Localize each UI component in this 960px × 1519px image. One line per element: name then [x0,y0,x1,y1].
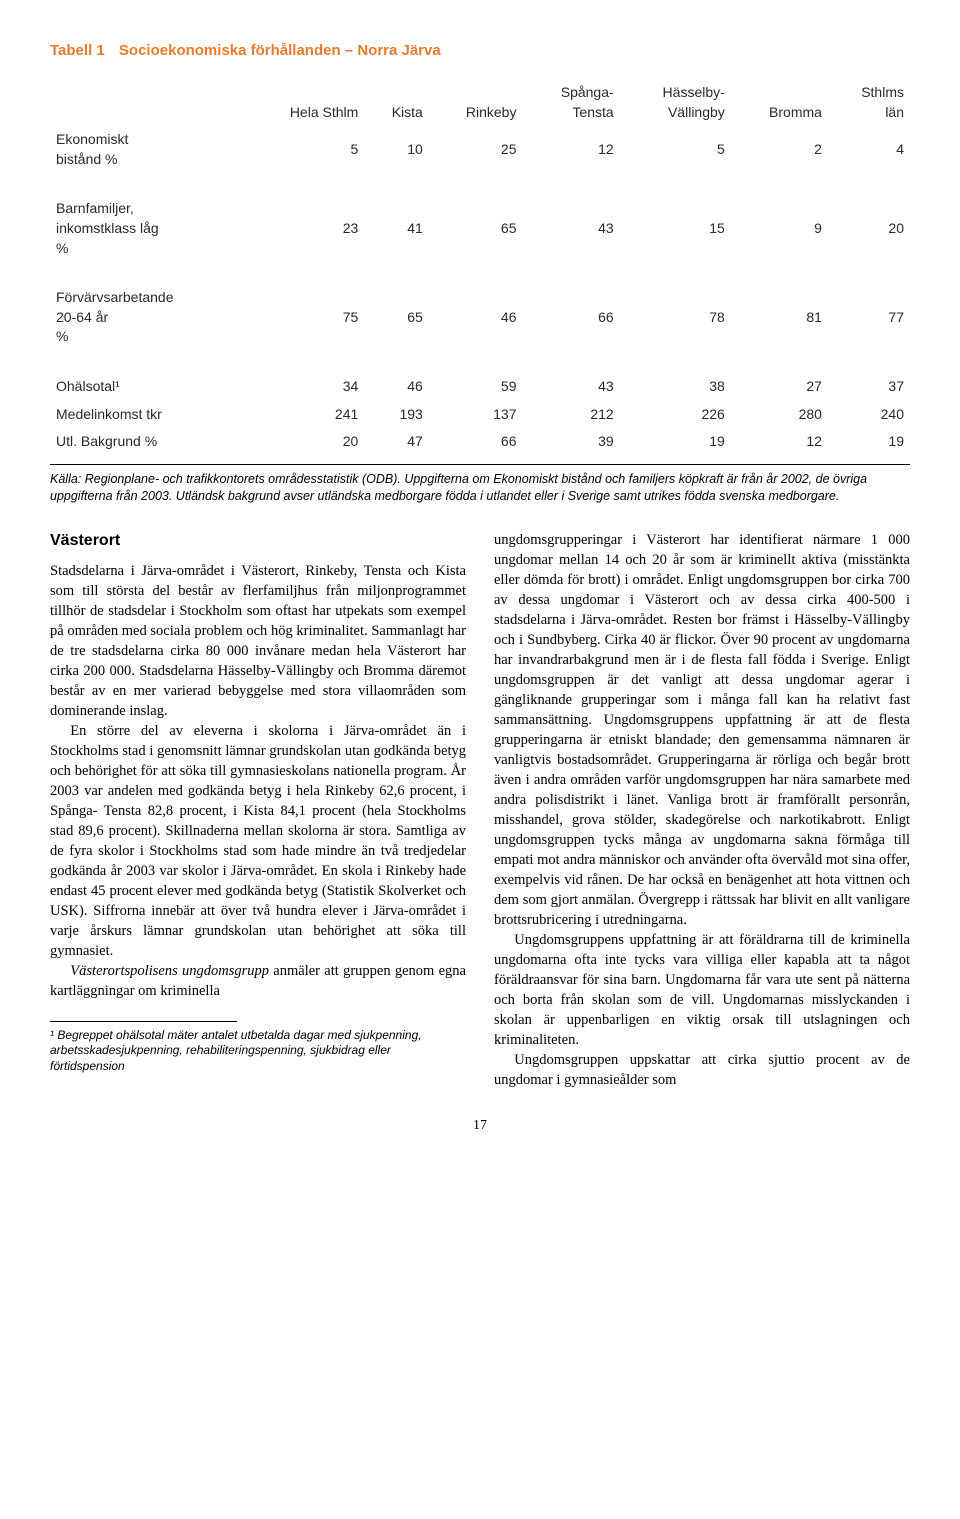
table-cell: 193 [364,401,429,429]
table-cell: 43 [522,195,619,262]
body-paragraph: En större del av eleverna i skolorna i J… [50,721,466,961]
section-heading: Västerort [50,530,466,552]
table-cell: 23 [244,195,364,262]
table-row: Ohälsotal¹34465943382737 [50,373,910,401]
table-cell: 20 [244,428,364,456]
table-cell: 66 [522,284,619,351]
table-cell: 4 [828,126,910,173]
table-cell: 59 [429,373,523,401]
table-cell: 5 [620,126,731,173]
table-cell: 75 [244,284,364,351]
table-cell: 43 [522,373,619,401]
row-label: Ekonomiskt bistånd % [50,126,244,173]
table-row: Barnfamiljer, inkomstklass låg %23416543… [50,195,910,262]
body-paragraph: Ungdomsgruppen uppskattar att cirka sjut… [494,1050,910,1090]
table-col-1: Kista [364,79,429,126]
table-col-6: Sthlms län [828,79,910,126]
table-header-row: Hela Sthlm Kista Rinkeby Spånga- Tensta … [50,79,910,126]
table-cell: 10 [364,126,429,173]
table-cell: 241 [244,401,364,429]
table-header-empty [50,79,244,126]
table-col-4: Hässelby- Vällingby [620,79,731,126]
table-cell: 25 [429,126,523,173]
table-col-2: Rinkeby [429,79,523,126]
table-cell: 12 [731,428,828,456]
table-cell: 15 [620,195,731,262]
table-col-0: Hela Sthlm [244,79,364,126]
table-cell: 81 [731,284,828,351]
table-rule [50,464,910,465]
table-cell: 212 [522,401,619,429]
table-cell: 65 [364,284,429,351]
table-cell: 46 [364,373,429,401]
table-cell: 34 [244,373,364,401]
data-table: Hela Sthlm Kista Rinkeby Spånga- Tensta … [50,79,910,456]
table-cell: 226 [620,401,731,429]
table-cell: 77 [828,284,910,351]
table-row: Medelinkomst tkr241193137212226280240 [50,401,910,429]
table-cell: 12 [522,126,619,173]
table-desc: Socioekonomiska förhållanden – Norra Jär… [119,42,441,59]
row-label: Utl. Bakgrund % [50,428,244,456]
footnote: ¹ Begreppet ohälsotal mäter antalet utbe… [50,1028,466,1075]
row-label: Barnfamiljer, inkomstklass låg % [50,195,244,262]
row-label: Medelinkomst tkr [50,401,244,429]
table-cell: 66 [429,428,523,456]
table-cell: 19 [828,428,910,456]
table-cell: 65 [429,195,523,262]
body-paragraph: Västerortspolisens ungdomsgrupp anmäler … [50,961,466,1001]
table-row: Förvärvsarbetande 20-64 år %756546667881… [50,284,910,351]
table-cell: 37 [828,373,910,401]
footnote-rule [50,1021,237,1022]
table-row: Ekonomiskt bistånd %5102512524 [50,126,910,173]
body-paragraph: Ungdomsgruppens uppfattning är att föräl… [494,930,910,1050]
body-paragraph: Stadsdelarna i Järva-området i Västerort… [50,561,466,721]
text-columns: Västerort Stadsdelarna i Järva-området i… [50,530,910,1090]
table-cell: 9 [731,195,828,262]
table-col-3: Spånga- Tensta [522,79,619,126]
left-column: Västerort Stadsdelarna i Järva-området i… [50,530,466,1090]
table-cell: 39 [522,428,619,456]
table-cell: 240 [828,401,910,429]
table-label: Tabell 1 [50,42,105,59]
table-cell: 41 [364,195,429,262]
table-cell: 47 [364,428,429,456]
row-label: Ohälsotal¹ [50,373,244,401]
table-cell: 78 [620,284,731,351]
table-cell: 137 [429,401,523,429]
table-cell: 20 [828,195,910,262]
table-source-note: Källa: Regionplane- och trafikkontorets … [50,471,910,505]
table-cell: 280 [731,401,828,429]
table-row: Utl. Bakgrund %20476639191219 [50,428,910,456]
table-title: Tabell 1 Socioekonomiska förhållanden – … [50,40,910,61]
table-cell: 27 [731,373,828,401]
table-cell: 2 [731,126,828,173]
row-label: Förvärvsarbetande 20-64 år % [50,284,244,351]
table-cell: 5 [244,126,364,173]
body-paragraph: ungdomsgrupperingar i Västerort har iden… [494,530,910,930]
table-cell: 19 [620,428,731,456]
right-column: ungdomsgrupperingar i Västerort har iden… [494,530,910,1090]
page-number: 17 [50,1116,910,1136]
table-cell: 46 [429,284,523,351]
table-col-5: Bromma [731,79,828,126]
table-cell: 38 [620,373,731,401]
